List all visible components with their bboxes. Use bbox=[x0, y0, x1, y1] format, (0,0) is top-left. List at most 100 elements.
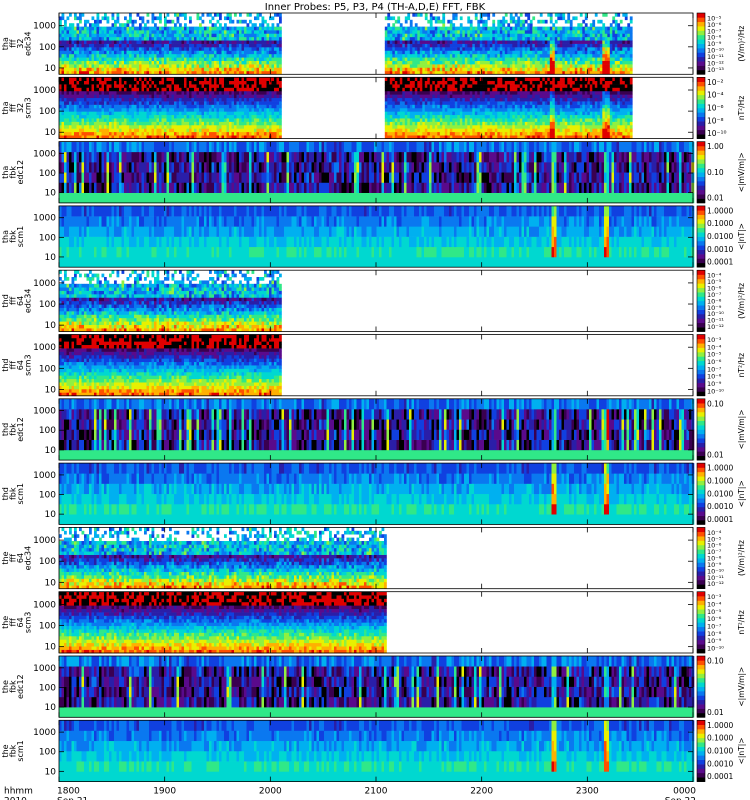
spectrogram-cell bbox=[432, 111, 436, 116]
spectrogram-cell bbox=[429, 13, 433, 17]
spectrogram-cell bbox=[392, 26, 396, 31]
spectrogram-cell bbox=[239, 33, 242, 38]
spectrogram-cell bbox=[109, 121, 112, 126]
spectrogram-cell bbox=[244, 60, 247, 65]
spectrogram-cell bbox=[577, 67, 581, 72]
spectrogram-cell bbox=[619, 30, 623, 34]
spectrogram-cell bbox=[479, 36, 483, 41]
spectrogram-cell bbox=[106, 128, 110, 133]
spectrogram-cell bbox=[106, 57, 110, 61]
spectrogram-cell bbox=[254, 80, 257, 85]
spectrogram-cell bbox=[261, 19, 265, 24]
spectrogram-cell bbox=[126, 135, 130, 139]
spectrogram-cell bbox=[81, 135, 85, 139]
spectrogram-cell bbox=[104, 77, 107, 82]
spectrogram-cell bbox=[156, 64, 160, 68]
spectrogram-cell bbox=[627, 26, 631, 31]
spectrogram-cell bbox=[579, 43, 583, 48]
spectrogram-cell bbox=[71, 94, 75, 99]
spectrogram-cell bbox=[196, 94, 200, 99]
spectrogram-cell bbox=[452, 64, 456, 68]
spectrogram-cell bbox=[384, 104, 388, 109]
spectrogram-cell bbox=[477, 50, 481, 55]
spectrogram-cell bbox=[171, 40, 175, 44]
spectrogram-cell bbox=[389, 111, 393, 116]
spectrogram-cell bbox=[229, 43, 232, 48]
spectrogram-cell bbox=[522, 33, 526, 38]
spectrogram-cell bbox=[79, 26, 82, 31]
spectrogram-cell bbox=[81, 121, 85, 126]
spectrogram-cell bbox=[96, 97, 100, 102]
spectrogram-cell bbox=[214, 101, 217, 105]
spectrogram-cell bbox=[121, 67, 125, 72]
spectrogram-cell bbox=[196, 104, 200, 109]
spectrogram-cell bbox=[537, 60, 541, 65]
spectrogram-cell bbox=[534, 40, 538, 44]
spectrogram-cell bbox=[161, 57, 165, 61]
spectrogram-cell bbox=[199, 26, 202, 31]
spectrogram-cell bbox=[59, 26, 62, 31]
spectrogram-cell bbox=[89, 26, 92, 31]
spectrogram-cell bbox=[101, 53, 105, 58]
spectrogram-cell bbox=[479, 30, 483, 34]
spectrogram-cell bbox=[271, 60, 275, 65]
spectrogram-cell bbox=[261, 70, 265, 75]
spectrogram-cell bbox=[404, 16, 408, 21]
spectrogram-cell bbox=[412, 101, 416, 105]
spectrogram-cell bbox=[211, 101, 215, 105]
spectrogram-cell bbox=[96, 90, 100, 95]
spectrogram-cell bbox=[271, 33, 275, 38]
spectrogram-cell bbox=[434, 135, 438, 139]
spectrogram-cell bbox=[159, 36, 162, 41]
spectrogram-cell bbox=[409, 43, 413, 48]
spectrogram-cell bbox=[214, 107, 217, 112]
spectrogram-cell bbox=[124, 80, 127, 85]
spectrogram-cell bbox=[532, 64, 536, 68]
spectrogram-cell bbox=[231, 67, 235, 72]
spectrogram-cell bbox=[146, 53, 150, 58]
spectrogram-cell bbox=[562, 60, 566, 65]
spectrogram-cell bbox=[419, 107, 423, 112]
spectrogram-cell bbox=[59, 94, 62, 99]
spectrogram-cell bbox=[209, 121, 212, 126]
spectrogram-cell bbox=[604, 43, 608, 48]
spectrogram-cell bbox=[161, 94, 165, 99]
colorbar-label: (V/m)²/Hz bbox=[737, 26, 746, 62]
spectrogram-cell bbox=[136, 70, 140, 75]
spectrogram-cell bbox=[169, 40, 172, 44]
spectrogram-cell bbox=[259, 26, 262, 31]
spectrogram-cell bbox=[64, 121, 67, 126]
spectrogram-cell bbox=[139, 107, 142, 112]
spectrogram-cell bbox=[234, 70, 237, 75]
spectrogram-cell bbox=[101, 16, 105, 21]
spectrogram-cell bbox=[447, 50, 451, 55]
spectrogram-cell bbox=[259, 47, 262, 51]
spectrogram-cell bbox=[567, 13, 571, 17]
spectrogram-cell bbox=[432, 53, 436, 58]
spectrogram-cell bbox=[169, 97, 172, 102]
spectrogram-cell bbox=[279, 13, 282, 17]
spectrogram-cell bbox=[71, 43, 75, 48]
spectrogram-cell bbox=[119, 23, 122, 27]
spectrogram-cell bbox=[86, 94, 90, 99]
spectrogram-cell bbox=[574, 30, 578, 34]
spectrogram-cell bbox=[84, 111, 87, 116]
spectrogram-cell bbox=[246, 36, 250, 41]
spectrogram-cell bbox=[404, 104, 408, 109]
spectrogram-cell bbox=[392, 124, 396, 129]
spectrogram-cell bbox=[509, 70, 513, 75]
spectrogram-cell bbox=[464, 70, 468, 75]
spectrogram-cell bbox=[239, 107, 242, 112]
spectrogram-cell bbox=[529, 23, 533, 27]
spectrogram-cell bbox=[514, 60, 518, 65]
spectrogram-cell bbox=[191, 33, 195, 38]
spectrogram-cell bbox=[166, 30, 170, 34]
spectrogram-cell bbox=[459, 16, 463, 21]
spectrogram-cell bbox=[111, 40, 115, 44]
spectrogram-cell bbox=[181, 131, 185, 136]
spectrogram-cell bbox=[524, 70, 528, 75]
spectrogram-cell bbox=[537, 30, 541, 34]
spectrogram-cell bbox=[129, 77, 132, 82]
spectrogram-cell bbox=[171, 121, 175, 126]
spectrogram-cell bbox=[454, 64, 458, 68]
